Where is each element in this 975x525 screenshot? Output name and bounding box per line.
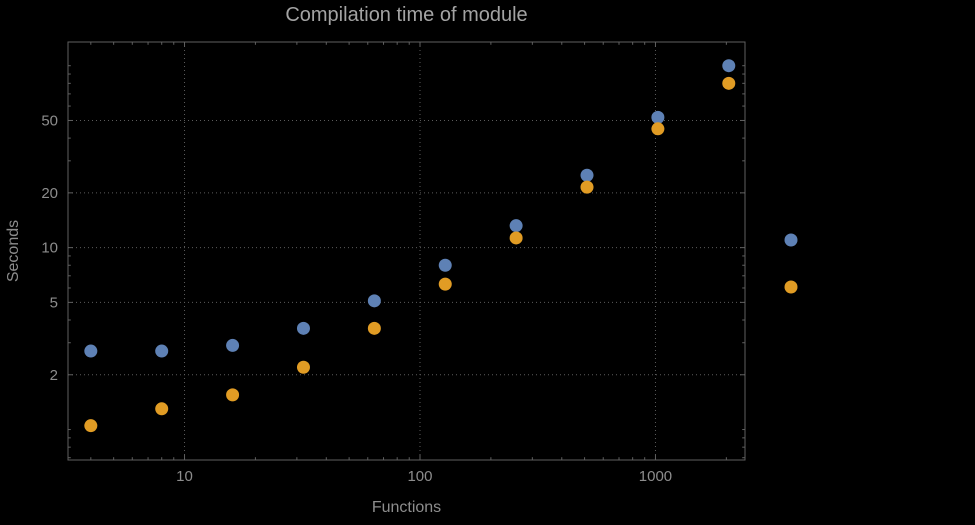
y-tick-label: 5 [50, 294, 58, 311]
data-point-blue [155, 344, 169, 358]
data-point-blue [84, 344, 98, 358]
y-tick-label: 20 [41, 185, 58, 202]
data-point-orange [84, 419, 98, 433]
data-point-blue [509, 219, 523, 233]
data-point-orange [226, 388, 240, 402]
y-axis-label: Seconds [5, 219, 22, 283]
data-point-orange [367, 321, 381, 335]
data-point-blue [296, 321, 310, 335]
data-point-blue [580, 168, 594, 182]
data-point-orange [438, 277, 452, 291]
x-tick-label: 10 [176, 468, 193, 485]
data-point-orange [296, 360, 310, 374]
x-axis-label: Functions [371, 499, 442, 516]
data-point-orange [580, 180, 594, 194]
chart-title: Compilation time of module [285, 4, 528, 26]
data-point-blue [367, 294, 381, 308]
legend-marker-blue [784, 233, 798, 247]
legend-marker-orange [784, 280, 798, 294]
data-point-orange [509, 231, 523, 245]
data-point-blue [722, 59, 736, 73]
data-point-orange [155, 402, 169, 416]
data-point-blue [226, 338, 240, 352]
x-tick-label: 1000 [639, 468, 672, 485]
data-point-blue [438, 258, 452, 272]
data-point-orange [722, 76, 736, 90]
y-tick-label: 50 [41, 112, 58, 129]
y-tick-label: 10 [41, 240, 58, 257]
data-point-blue [651, 110, 665, 124]
plot-frame [67, 41, 746, 461]
x-tick-label: 100 [407, 468, 432, 485]
data-point-orange [651, 122, 665, 136]
y-tick-label: 2 [50, 367, 58, 384]
